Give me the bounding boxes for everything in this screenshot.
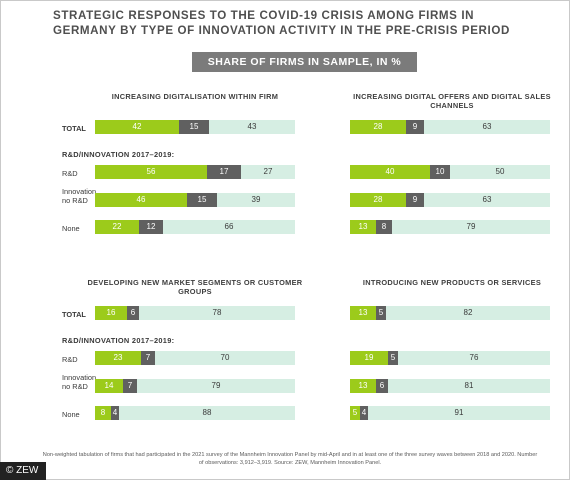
bar-segment-innovation-no-rd-light: 81 bbox=[388, 379, 550, 393]
bar-segment-total-light: 78 bbox=[139, 306, 295, 320]
row-label-none: None bbox=[62, 224, 80, 233]
chart-title: STRATEGIC RESPONSES TO THE COVID-19 CRIS… bbox=[53, 9, 510, 37]
panel-title-market-segments: DEVELOPING NEW MARKET SEGMENTS OR CUSTOM… bbox=[87, 278, 303, 296]
footnote: Non-weighted tabulation of firms that ha… bbox=[40, 451, 540, 467]
bar-segment-rd-green: 19 bbox=[350, 351, 388, 365]
bar-segment-rd-green: 40 bbox=[350, 165, 430, 179]
bar-segment-innovation-no-rd-green: 13 bbox=[350, 379, 376, 393]
bar-segment-rd-light: 76 bbox=[398, 351, 550, 365]
bar-segment-rd-gray: 10 bbox=[430, 165, 450, 179]
bar-segment-none-light: 91 bbox=[368, 406, 550, 420]
bar-segment-innovation-no-rd-gray: 6 bbox=[376, 379, 388, 393]
bar-segment-total-gray: 9 bbox=[406, 120, 424, 134]
bar-segment-total-green: 42 bbox=[95, 120, 179, 134]
panel-title-digitalisation: INCREASING DIGITALISATION WITHIN FIRM bbox=[111, 92, 279, 101]
row-label-rd: R&D bbox=[62, 355, 78, 364]
bar-segment-rd-gray: 7 bbox=[141, 351, 155, 365]
bar-segment-none-light: 66 bbox=[163, 220, 295, 234]
bar-segment-none-gray: 8 bbox=[376, 220, 392, 234]
bar-segment-total-gray: 6 bbox=[127, 306, 139, 320]
bar-segment-rd-gray: 5 bbox=[388, 351, 398, 365]
bar-segment-total-light: 63 bbox=[424, 120, 550, 134]
bar-segment-none-green: 8 bbox=[95, 406, 111, 420]
bar-segment-innovation-no-rd-green: 14 bbox=[95, 379, 123, 393]
bar-segment-none-light: 79 bbox=[392, 220, 550, 234]
bar-segment-none-green: 5 bbox=[350, 406, 360, 420]
bar-segment-rd-light: 50 bbox=[450, 165, 550, 179]
bar-segment-total-green: 13 bbox=[350, 306, 376, 320]
bar-segment-innovation-no-rd-light: 39 bbox=[217, 193, 295, 207]
bar-segment-innovation-no-rd-green: 46 bbox=[95, 193, 187, 207]
bar-segment-none-light: 88 bbox=[119, 406, 295, 420]
bar-segment-total-green: 16 bbox=[95, 306, 127, 320]
bar-segment-total-gray: 5 bbox=[376, 306, 386, 320]
bar-segment-none-gray: 12 bbox=[139, 220, 163, 234]
bar-segment-total-light: 82 bbox=[386, 306, 550, 320]
group-label-rd-innovation: R&D/INNOVATION 2017–2019: bbox=[62, 336, 175, 345]
bar-segment-innovation-no-rd-light: 63 bbox=[424, 193, 550, 207]
bar-segment-total-light: 43 bbox=[209, 120, 295, 134]
row-label-total: TOTAL bbox=[62, 124, 86, 133]
chart-subtitle: SHARE OF FIRMS IN SAMPLE, IN % bbox=[192, 52, 417, 72]
bar-segment-none-gray: 4 bbox=[360, 406, 368, 420]
bar-segment-rd-green: 56 bbox=[95, 165, 207, 179]
panel-title-digital-offers: INCREASING DIGITAL OFFERS AND DIGITAL SA… bbox=[353, 92, 551, 110]
bar-segment-rd-green: 23 bbox=[95, 351, 141, 365]
row-label-rd: R&D bbox=[62, 169, 78, 178]
bar-segment-innovation-no-rd-gray: 15 bbox=[187, 193, 217, 207]
row-label-innovation-no-rd: Innovation, no R&D bbox=[62, 187, 99, 205]
bar-segment-rd-light: 70 bbox=[155, 351, 295, 365]
bar-segment-rd-gray: 17 bbox=[207, 165, 241, 179]
row-label-total: TOTAL bbox=[62, 310, 86, 319]
bar-segment-innovation-no-rd-gray: 9 bbox=[406, 193, 424, 207]
bar-segment-none-green: 22 bbox=[95, 220, 139, 234]
bar-segment-total-green: 28 bbox=[350, 120, 406, 134]
bar-segment-innovation-no-rd-green: 28 bbox=[350, 193, 406, 207]
bar-segment-innovation-no-rd-gray: 7 bbox=[123, 379, 137, 393]
bar-segment-innovation-no-rd-light: 79 bbox=[137, 379, 295, 393]
bar-segment-none-green: 13 bbox=[350, 220, 376, 234]
source-text: Source: ZEW, Mannheim Innovation Panel. bbox=[274, 460, 382, 466]
panel-title-new-products: INTRODUCING NEW PRODUCTS OR SERVICES bbox=[362, 278, 542, 287]
bar-segment-total-gray: 15 bbox=[179, 120, 209, 134]
footnote-text: Non-weighted tabulation of firms that ha… bbox=[42, 452, 538, 466]
group-label-rd-innovation: R&D/INNOVATION 2017–2019: bbox=[62, 150, 175, 159]
bar-segment-none-gray: 4 bbox=[111, 406, 119, 420]
row-label-innovation-no-rd: Innovation, no R&D bbox=[62, 373, 99, 391]
bar-segment-rd-light: 27 bbox=[241, 165, 295, 179]
row-label-none: None bbox=[62, 410, 80, 419]
copyright-badge: © ZEW bbox=[0, 462, 47, 480]
